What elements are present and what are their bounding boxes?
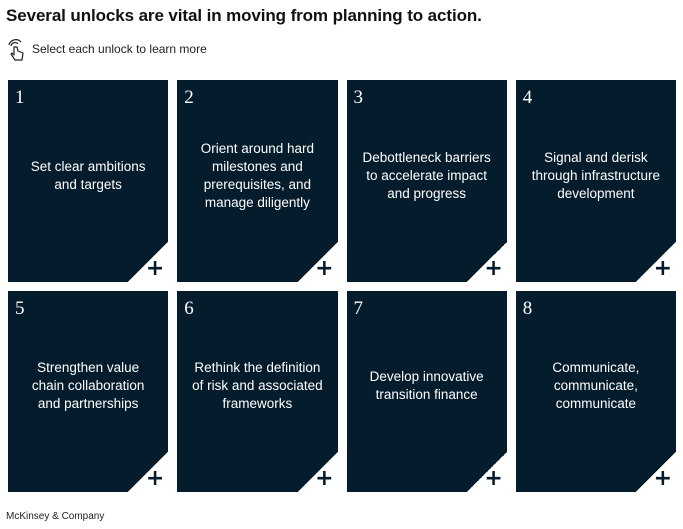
card-text: Communicate, communicate, communicate — [552, 360, 640, 412]
corner-triangle — [466, 241, 507, 282]
corner-triangle — [636, 241, 676, 282]
card-number: 1 — [15, 87, 25, 108]
card-text: Orient around hard milestones and prereq… — [200, 140, 315, 210]
plus-icon[interactable]: + — [653, 466, 672, 491]
plus-icon[interactable]: + — [484, 466, 503, 491]
footer-brand: McKinsey & Company — [6, 511, 105, 522]
unlock-card-1[interactable]: 1 Set clear ambitions and targets + — [8, 80, 169, 282]
unlock-card-8[interactable]: 8 Communicate, communicate, communicate … — [515, 290, 676, 492]
unlock-card-2[interactable]: 2 Orient around hard milestones and prer… — [177, 80, 338, 282]
card-text: Set clear ambitions and targets — [30, 158, 146, 192]
corner-triangle — [128, 452, 169, 492]
card-number: 4 — [522, 87, 533, 108]
plus-icon[interactable]: + — [484, 255, 503, 281]
card-text: Debottleneck barriers to accelerate impa… — [362, 149, 491, 201]
instruction-hint: Select each unlock to learn more — [4, 36, 207, 62]
page-title: Several unlocks are vital in moving from… — [6, 6, 482, 25]
unlock-card-4[interactable]: 4 Signal and derisk through infrastructu… — [515, 80, 676, 282]
corner-triangle — [636, 452, 676, 492]
card-number: 5 — [15, 297, 25, 319]
card-number: 7 — [353, 297, 364, 319]
card-text: Rethink the definition of risk and assoc… — [192, 360, 323, 412]
corner-triangle — [466, 452, 507, 492]
plus-icon[interactable]: + — [145, 466, 165, 491]
unlock-card-3[interactable]: 3 Debottleneck barriers to accelerate im… — [346, 80, 507, 282]
corner-triangle — [128, 241, 169, 282]
plus-icon[interactable]: + — [145, 255, 165, 281]
hint-text: Select each unlock to learn more — [32, 42, 207, 56]
unlock-grid: 1 Set clear ambitions and targets + 2 Or… — [8, 80, 676, 492]
unlock-card-5[interactable]: 5 Strengthen value chain collaboration a… — [8, 290, 169, 492]
card-text: Strengthen value chain collaboration and… — [31, 360, 145, 412]
card-number: 2 — [184, 87, 194, 108]
card-text: Develop innovative transition finance — [369, 369, 484, 403]
card-number: 3 — [353, 87, 364, 108]
unlock-card-6[interactable]: 6 Rethink the definition of risk and ass… — [177, 290, 338, 492]
corner-triangle — [297, 452, 338, 492]
card-number: 6 — [184, 297, 194, 319]
unlock-card-7[interactable]: 7 Develop innovative transition finance … — [346, 290, 507, 492]
corner-triangle — [297, 241, 338, 282]
card-text: Signal and derisk through infrastructure… — [531, 149, 661, 201]
plus-icon[interactable]: + — [653, 255, 672, 281]
pointer-hand-icon — [8, 39, 24, 61]
plus-icon[interactable]: + — [315, 255, 334, 281]
card-number: 8 — [522, 297, 533, 319]
plus-icon[interactable]: + — [315, 466, 334, 491]
